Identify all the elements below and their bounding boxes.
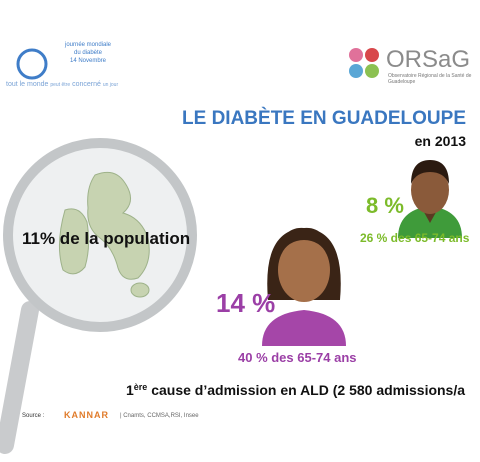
source-list: | Cnamts, CCMSA,RSI, Insee (120, 413, 199, 419)
tagline-part: peut être (50, 82, 70, 88)
men-rate: 8 % (366, 193, 404, 218)
title: LE DIABÈTE EN GUADELOUPE (182, 107, 466, 129)
tagline-part: tout le monde (6, 81, 49, 88)
women-rate: 14 % (216, 288, 275, 318)
event-logo-line: du diabète (74, 50, 103, 56)
event-logo-line: journée mondiale (64, 42, 112, 48)
ald-suffix: ère (134, 382, 148, 392)
org-icons (349, 48, 379, 78)
subtitle: en 2013 (415, 133, 467, 149)
ald-rank: 1 (126, 382, 134, 398)
women-detail: 40 % des 65-74 ans (238, 350, 357, 365)
ald-stat: 1ère cause d’admission en ALD (2 580 adm… (126, 382, 465, 398)
org-full-name: Observatoire Régional de la Santé de (388, 73, 472, 79)
tagline-part: un jour (103, 82, 119, 88)
ald-text: cause d’admission en ALD (2 580 admissio… (147, 382, 465, 398)
org-full-name: Guadeloupe (388, 79, 415, 85)
tagline-part: concerné (72, 81, 101, 88)
woman-icon (262, 227, 346, 346)
event-logo-ring (16, 48, 48, 80)
source-label: Source : (22, 413, 45, 419)
event-tagline: tout le monde peut être concerné un jour (6, 81, 118, 88)
org-name: ORSaG (386, 46, 470, 73)
event-logo-line: 14 Novembre (70, 58, 107, 64)
magnifier (0, 138, 197, 454)
men-detail: 26 % des 65-74 ans (360, 231, 470, 245)
population-stat: 11% de la population (22, 229, 190, 248)
source-brand: KANNAR (64, 410, 109, 420)
man-icon (398, 160, 462, 238)
